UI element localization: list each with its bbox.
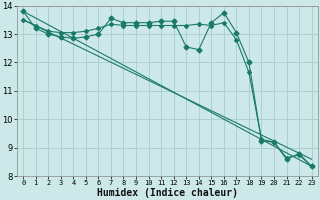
X-axis label: Humidex (Indice chaleur): Humidex (Indice chaleur) (97, 188, 238, 198)
